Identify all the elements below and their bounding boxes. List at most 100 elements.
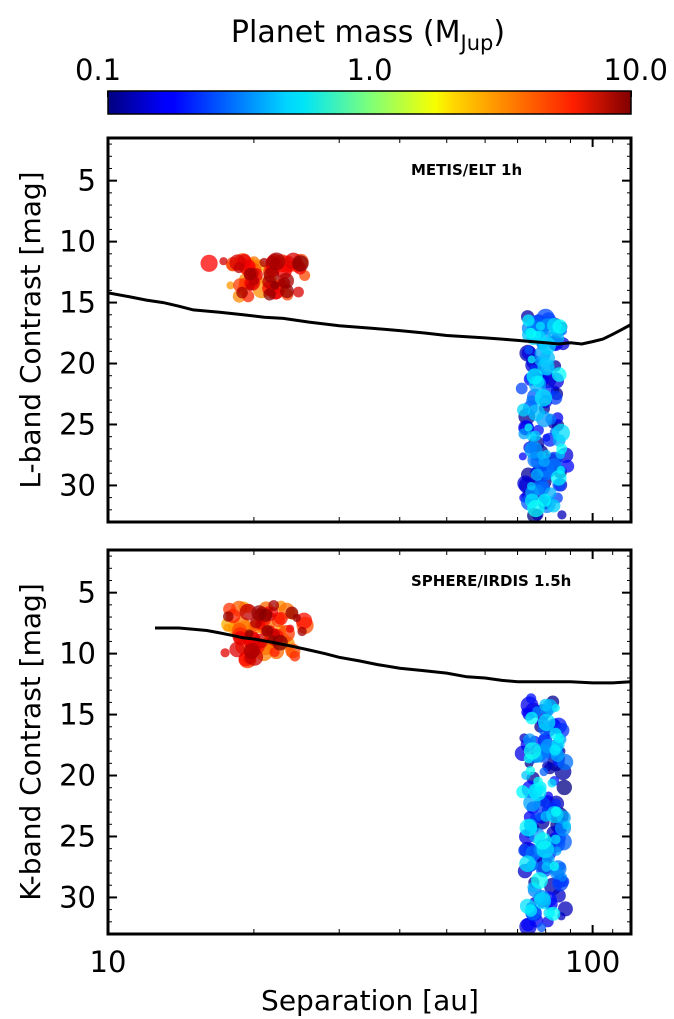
- planet-point: [552, 846, 562, 856]
- y-tick-label: 30: [59, 468, 96, 502]
- colorbar-gradient: [107, 90, 632, 115]
- planet-point: [263, 288, 276, 301]
- planet-point: [280, 284, 294, 299]
- planet-point: [549, 861, 560, 872]
- planet-point: [229, 641, 245, 658]
- planet-point: [518, 452, 527, 461]
- planet-point: [236, 286, 248, 299]
- colorbar-tick-label: 10.0: [603, 53, 668, 87]
- planet-point: [243, 267, 257, 281]
- y-tick-label: 10: [59, 225, 96, 259]
- planet-point: [268, 600, 280, 611]
- x-axis-label: Separation [au]: [261, 984, 479, 1017]
- planet-point: [233, 262, 245, 274]
- planet-point: [530, 468, 544, 481]
- y-tick-label: 25: [59, 407, 96, 441]
- planet-point: [259, 608, 273, 622]
- planet-point: [245, 629, 254, 638]
- x-tick-label: 100: [565, 945, 620, 979]
- y-tick-label: 5: [78, 576, 96, 610]
- y-tick-label: 25: [59, 819, 96, 853]
- contrast-curve-sphere: [155, 626, 631, 685]
- planet-point: [549, 744, 561, 756]
- planet-point: [537, 922, 547, 933]
- planet-point: [541, 862, 552, 872]
- planet-point: [562, 821, 572, 830]
- axes-frame-sphere: [106, 548, 633, 936]
- planet-point: [527, 355, 536, 364]
- planet-point: [526, 368, 543, 385]
- planet-point: [261, 625, 274, 637]
- planet-point: [547, 778, 557, 788]
- planet-point: [550, 834, 561, 845]
- planet-point: [524, 423, 533, 432]
- planet-point: [556, 779, 572, 796]
- planet-point: [516, 785, 530, 799]
- planet-point: [524, 345, 533, 355]
- planet-point: [525, 693, 537, 704]
- panel-sphere: 5 10 15 20 25 30 SPHERE/IRDIS 1.5h K-band Con…: [14, 548, 633, 936]
- panel-metis: 5 10 15 20 25 30 METIS/ELT 1h L-band Contrast…: [14, 136, 633, 524]
- planet-point: [557, 510, 567, 520]
- planet-point: [541, 470, 553, 481]
- planet-point: [259, 257, 269, 268]
- y-axis-label-sphere: K-band Contrast [mag]: [14, 583, 47, 900]
- y-tick-label: 15: [59, 698, 96, 732]
- planet-point: [556, 443, 568, 455]
- planet-point: [527, 481, 536, 491]
- planet-point: [525, 711, 539, 725]
- planet-point: [526, 431, 537, 442]
- planet-point: [525, 327, 537, 339]
- planet-point: [200, 254, 218, 272]
- colorbar-tick-label: 1.0: [346, 53, 392, 87]
- planet-point: [531, 872, 548, 889]
- planet-point: [525, 766, 536, 776]
- y-tick-label: 30: [59, 880, 96, 914]
- y-tick-label: 15: [59, 286, 96, 320]
- planet-point: [219, 257, 228, 266]
- planet-point: [515, 382, 528, 395]
- planet-point: [522, 314, 535, 327]
- planet-point: [551, 367, 567, 382]
- planet-point: [535, 321, 546, 331]
- contrast-curve-metis: [108, 291, 631, 346]
- y-tick-label: 20: [59, 759, 96, 793]
- planet-point: [519, 819, 538, 837]
- planet-point: [527, 404, 545, 422]
- planet-point: [293, 286, 304, 298]
- planet-point: [523, 742, 542, 760]
- planet-point: [223, 623, 232, 632]
- planet-point: [534, 832, 552, 850]
- planet-point: [521, 917, 535, 932]
- planet-point: [267, 252, 286, 271]
- planet-point: [551, 798, 561, 809]
- planet-point: [223, 611, 234, 622]
- planet-point: [538, 713, 556, 732]
- planet-point: [534, 389, 553, 407]
- planet-point: [534, 892, 552, 910]
- planet-point: [527, 499, 545, 518]
- panel-label-sphere: SPHERE/IRDIS 1.5h: [411, 572, 571, 590]
- planet-point: [539, 767, 549, 777]
- y-tick-label: 5: [78, 164, 96, 198]
- planet-point: [552, 423, 570, 442]
- planet-point: [289, 651, 301, 662]
- planet-point: [552, 319, 568, 334]
- y-tick-label: 10: [59, 637, 96, 671]
- planet-point: [554, 733, 565, 743]
- planet-point: [286, 624, 295, 633]
- planet-point: [517, 403, 531, 417]
- axes-frame-metis: [106, 136, 633, 524]
- planet-point: [542, 449, 551, 459]
- planet-point: [550, 806, 561, 817]
- colorbar: Planet mass (MJup) 0.1 1.0 10.0: [75, 15, 668, 115]
- planet-point: [220, 648, 230, 658]
- planet-point: [539, 698, 552, 712]
- x-tick-label: 10: [90, 945, 127, 979]
- planet-point: [297, 626, 307, 637]
- planet-point: [519, 855, 536, 872]
- planet-point: [537, 358, 555, 376]
- planet-point: [274, 612, 288, 625]
- planet-point: [226, 281, 235, 290]
